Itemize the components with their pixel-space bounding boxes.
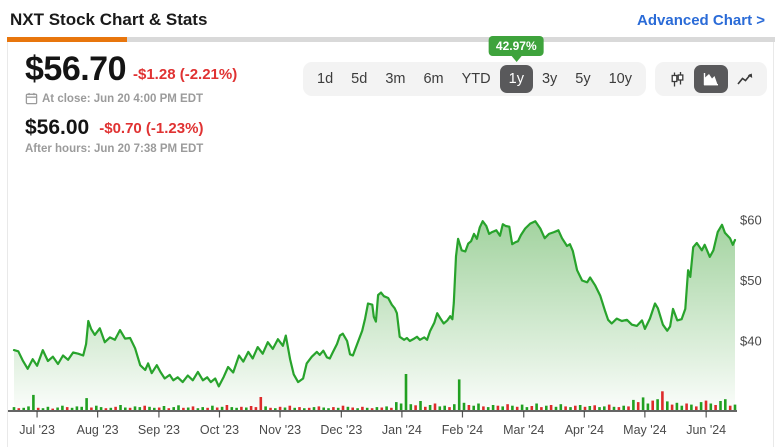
x-axis-label: Apr '24 xyxy=(565,423,604,437)
x-axis-label: Dec '23 xyxy=(320,423,362,437)
candlestick-chart-icon xyxy=(669,71,686,88)
x-axis-label: Oct '23 xyxy=(200,423,239,437)
range-button-6m[interactable]: 6m xyxy=(414,65,452,93)
range-button-3m[interactable]: 3m xyxy=(376,65,414,93)
x-axis-label: Feb '24 xyxy=(442,423,483,437)
area-chart-icon xyxy=(702,71,720,87)
widget-header: NXT Stock Chart & Stats Advanced Chart > xyxy=(0,0,775,38)
page-title: NXT Stock Chart & Stats xyxy=(10,10,208,29)
performance-badge: 42.97% xyxy=(488,36,544,56)
y-axis-label: $60 xyxy=(740,213,762,228)
line-chart-button[interactable] xyxy=(728,65,762,93)
chart-type-group xyxy=(655,62,767,96)
chart-card: $56.70 -$1.28 (-2.21%) At close: Jun 20 … xyxy=(7,36,774,447)
range-button-5y[interactable]: 5y xyxy=(566,65,599,93)
x-axis-labels: Jul '23 Aug '23 Sep '23 Oct '23 Nov '23 Dec '… xyxy=(19,423,726,437)
line-chart-icon xyxy=(736,71,754,87)
area-chart-button[interactable] xyxy=(694,65,728,93)
candlestick-chart-button[interactable] xyxy=(660,65,694,93)
current-price-timestamp: At close: Jun 20 4:00 PM EDT xyxy=(42,92,204,105)
x-axis-label: Jan '24 xyxy=(382,423,422,437)
x-axis-label: Jun '24 xyxy=(686,423,726,437)
advanced-chart-link[interactable]: Advanced Chart > xyxy=(637,11,765,29)
after-hours-price: $56.00 xyxy=(25,116,90,140)
price-area-fill xyxy=(14,221,735,411)
x-axis-label: Aug '23 xyxy=(77,423,119,437)
header-divider xyxy=(7,37,775,42)
range-button-10y[interactable]: 10y xyxy=(600,65,641,93)
y-axis-label: $40 xyxy=(740,334,762,349)
x-axis-label: Jul '23 xyxy=(19,423,55,437)
current-price-change: -$1.28 (-2.21%) xyxy=(133,66,238,84)
range-button-group: 1d 5d 3m 6m YTD 1y 42.97% 3y 5y 10y xyxy=(303,36,646,96)
range-button-ytd[interactable]: YTD xyxy=(453,65,500,93)
after-hours-timestamp: After hours: Jun 20 7:38 PM EDT xyxy=(25,143,204,156)
range-button-3y[interactable]: 3y xyxy=(533,65,566,93)
after-hours-price-change: -$0.70 (-1.23%) xyxy=(99,120,204,138)
price-chart-canvas[interactable]: Jul '23 Aug '23 Sep '23 Oct '23 Nov '23 Dec '… xyxy=(0,150,775,447)
y-axis-label: $50 xyxy=(740,273,762,288)
y-axis-labels: $60 $50 $40 xyxy=(740,213,762,349)
price-line xyxy=(12,220,737,388)
x-axis-label: Mar '24 xyxy=(503,423,544,437)
x-axis-label: May '24 xyxy=(623,423,666,437)
x-axis-label: Sep '23 xyxy=(138,423,180,437)
range-button-1d[interactable]: 1d xyxy=(308,65,342,93)
header-divider-accent xyxy=(7,37,127,42)
price-block: $56.70 -$1.28 (-2.21%) At close: Jun 20 … xyxy=(25,50,238,155)
x-axis-ticks xyxy=(36,411,707,418)
range-button-5d[interactable]: 5d xyxy=(342,65,376,93)
range-button-1y[interactable]: 1y 42.97% xyxy=(488,36,544,93)
volume-bars xyxy=(12,374,737,410)
chart-controls: 1d 5d 3m 6m YTD 1y 42.97% 3y 5y 10y xyxy=(303,36,767,96)
calendar-icon xyxy=(25,92,38,105)
current-price: $56.70 xyxy=(25,50,127,88)
after-hours-block: $56.00 -$0.70 (-1.23%) After hours: Jun … xyxy=(25,117,237,155)
x-axis-label: Nov '23 xyxy=(259,423,301,437)
